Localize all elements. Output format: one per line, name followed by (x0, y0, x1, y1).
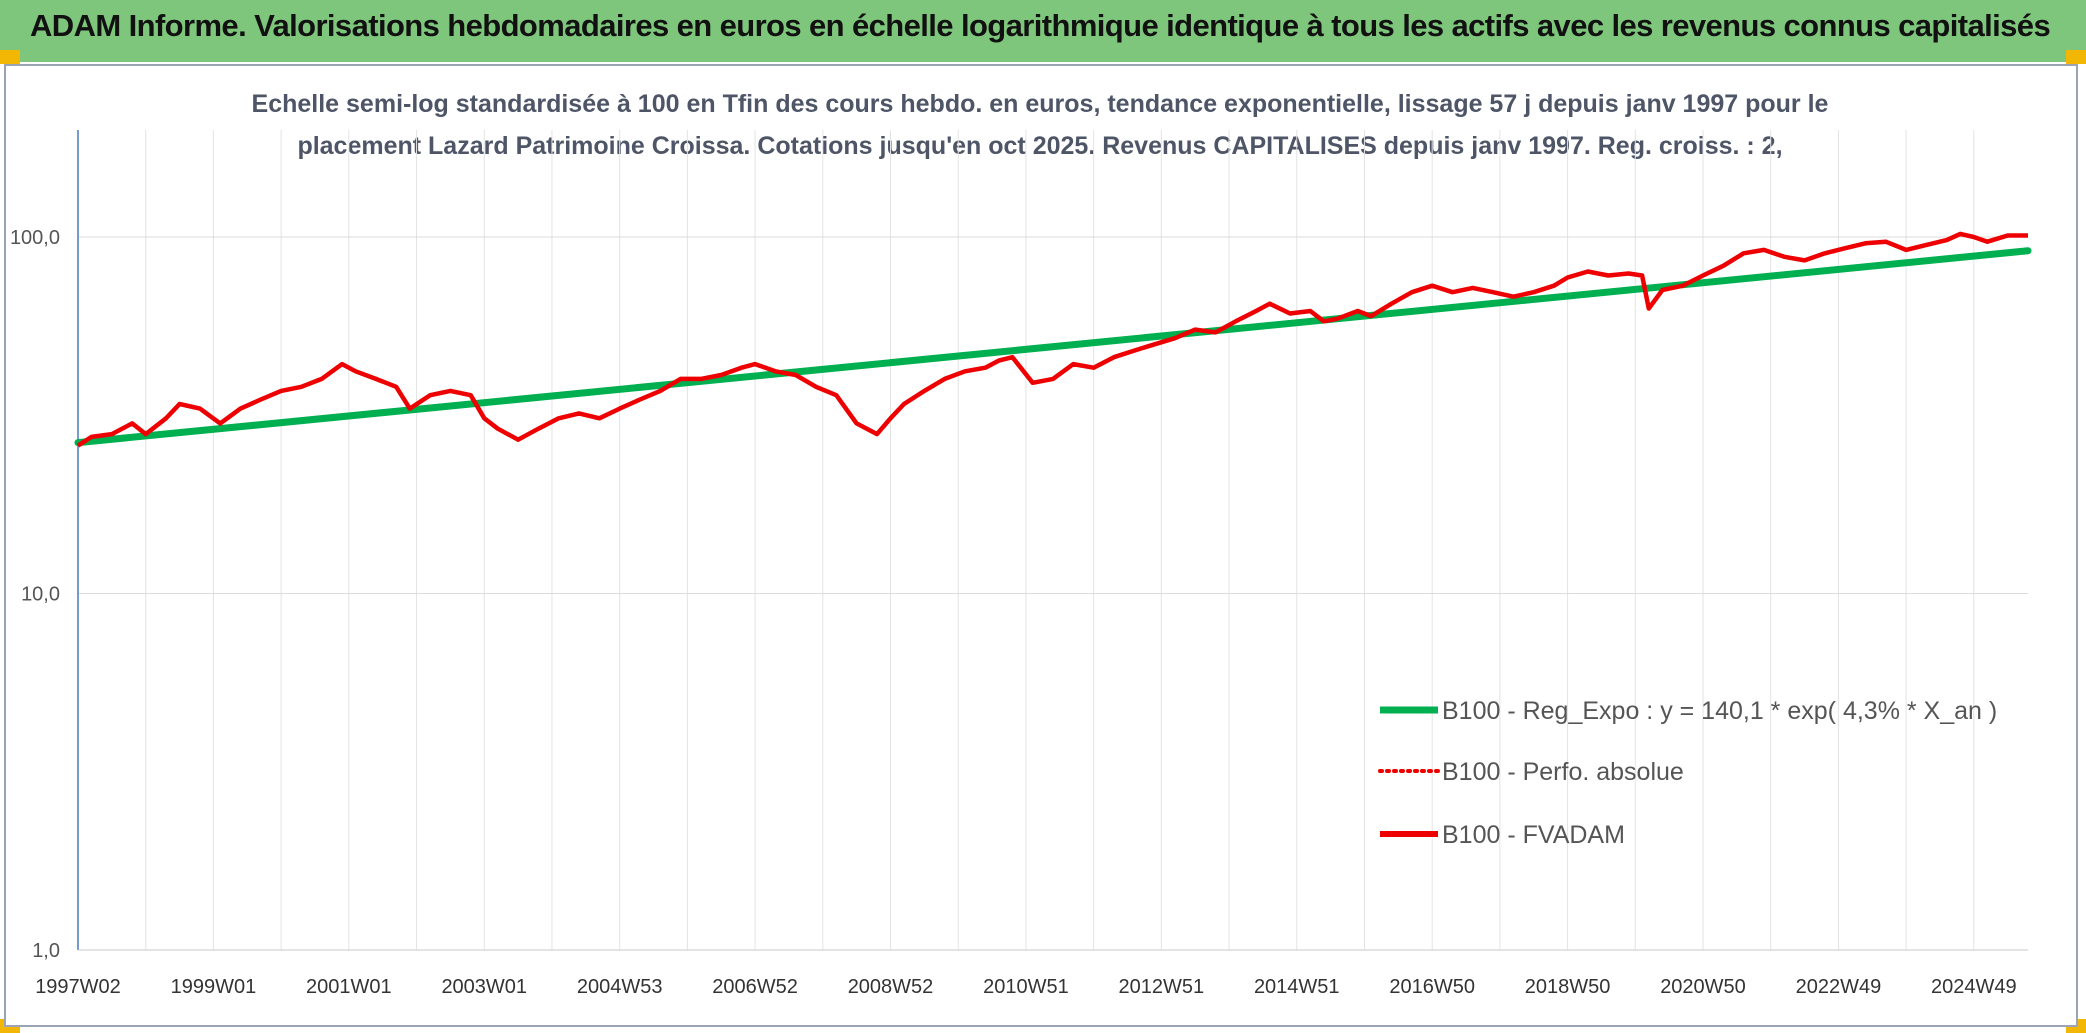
x-tick-label: 2001W01 (306, 976, 392, 998)
chart-title-line1: Echelle semi-log standardisée à 100 en T… (251, 90, 1829, 118)
x-tick-label: 2008W52 (848, 976, 934, 998)
x-tick-label: 2022W49 (1796, 976, 1882, 998)
trend-line (74, 247, 2032, 447)
vertical-gridlines (77, 130, 1975, 950)
x-tick-label: 1997W02 (35, 976, 121, 998)
legend-item-reg-expo: B100 - Reg_Expo : y = 140,1 * exp( 4,3% … (1380, 697, 1997, 725)
chart-title-line2: placement Lazard Patrimoine Croissa. Cot… (297, 132, 1783, 160)
y-tick-label: 1,0 (32, 940, 60, 962)
corner-marker (0, 50, 20, 64)
x-tick-label: 2012W51 (1119, 976, 1205, 998)
x-tick-labels: 1997W02 1999W01 2001W01 2003W01 2004W53 2006W… (35, 976, 2016, 998)
y-tick-label: 10,0 (21, 584, 60, 606)
x-tick-label: 2010W51 (983, 976, 1069, 998)
y-tick-labels: 1,0 10,0 100,0 (10, 227, 60, 962)
legend-item-fvadam: B100 - FVADAM (1380, 821, 1625, 849)
legend-item-perfo-absolue: B100 - Perfo. absolue (1378, 758, 1684, 786)
report-title: ADAM Informe. Valorisations hebdomadaire… (30, 8, 2051, 43)
x-tick-label: 2004W53 (577, 976, 663, 998)
x-tick-label: 2018W50 (1525, 976, 1611, 998)
x-tick-label: 1999W01 (171, 976, 257, 998)
legend-label: B100 - Reg_Expo : y = 140,1 * exp( 4,3% … (1442, 697, 1997, 725)
chart-frame (4, 64, 2078, 1027)
x-tick-label: 2014W51 (1254, 976, 1340, 998)
x-tick-label: 2006W52 (712, 976, 798, 998)
legend-label: B100 - FVADAM (1442, 821, 1625, 849)
y-tick-label: 100,0 (10, 227, 60, 249)
legend-label: B100 - Perfo. absolue (1442, 758, 1684, 786)
corner-marker (2066, 50, 2086, 64)
report-header: ADAM Informe. Valorisations hebdomadaire… (0, 0, 2086, 62)
x-tick-label: 2020W50 (1660, 976, 1746, 998)
x-tick-label: 2016W50 (1389, 976, 1475, 998)
legend: B100 - Reg_Expo : y = 140,1 * exp( 4,3% … (1378, 697, 1997, 849)
x-tick-label: 2003W01 (441, 976, 527, 998)
fvadam-line (76, 231, 2028, 448)
series-layer (74, 231, 2032, 448)
x-tick-label: 2024W49 (1931, 976, 2017, 998)
